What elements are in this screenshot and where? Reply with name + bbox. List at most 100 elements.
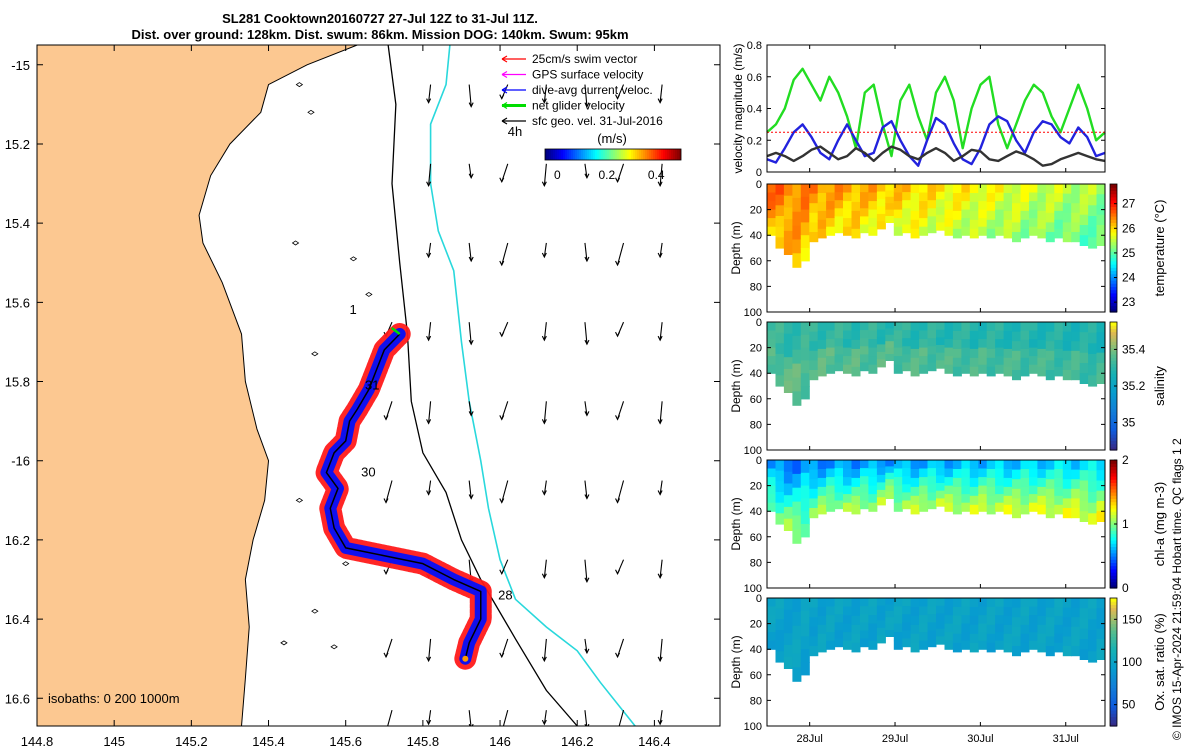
section-colorbar-cell: [1110, 305, 1117, 310]
section-cell: [860, 338, 869, 347]
section-cell: [978, 502, 988, 512]
section-cell: [1029, 218, 1038, 228]
section-cell: [851, 357, 861, 368]
section-cell: [885, 354, 895, 361]
section-cell: [893, 201, 903, 211]
section-colorbar-cell: [1110, 460, 1117, 464]
section-cell: [1045, 460, 1055, 471]
section-cell: [809, 184, 819, 195]
section-cell: [885, 216, 895, 223]
section-cell: [775, 619, 785, 631]
section-cell: [809, 646, 819, 657]
section-cell: [843, 364, 852, 374]
section-cell: [843, 226, 852, 236]
section-cell: [868, 226, 878, 236]
section-cell: [1054, 348, 1064, 359]
section-cell: [783, 333, 793, 346]
section-cell: [1012, 212, 1021, 223]
section-cell: [860, 606, 869, 615]
section-cell: [783, 495, 793, 508]
section-cell: [927, 598, 937, 607]
vector-arrow: [428, 480, 432, 495]
section-cell: [1062, 322, 1072, 333]
section-colorbar-tick-label: 24: [1122, 271, 1136, 285]
section-cell: [809, 222, 819, 233]
section-cell: [775, 481, 785, 493]
section-cell: [885, 203, 895, 211]
section-cell: [1012, 370, 1021, 381]
section-cell: [927, 224, 937, 234]
section-cell: [919, 477, 929, 487]
section-cell: [1096, 511, 1106, 522]
section-cell: [860, 630, 869, 640]
section-cell: [1062, 232, 1072, 243]
section-colorbar-cell: [1110, 334, 1117, 339]
section-cell: [1020, 357, 1030, 368]
section-cell: [1003, 495, 1013, 506]
velocity-background: [767, 45, 1105, 172]
section-cell: [767, 339, 776, 349]
section-cell: [1012, 636, 1021, 647]
section-cell: [910, 322, 920, 332]
section-cell: [919, 598, 929, 608]
section-cell: [1020, 228, 1030, 239]
section-cell: [868, 347, 878, 357]
section-cell: [826, 201, 836, 211]
colorbar-cell: [655, 149, 658, 160]
vector-arrowhead: [657, 98, 663, 104]
colorbar-cell: [667, 149, 670, 160]
section-cell: [834, 638, 844, 648]
section-cell: [1054, 219, 1064, 230]
section-cell: [1012, 498, 1021, 509]
section-colorbar-cell: [1110, 568, 1117, 573]
colorbar-cell: [575, 149, 578, 160]
section-y-tick-label: 60: [750, 394, 762, 406]
section-colorbar-cell: [1110, 267, 1117, 271]
section-cell: [876, 497, 886, 506]
section-cell: [910, 193, 920, 203]
section-colorbar-cell: [1110, 488, 1117, 493]
section-cell: [936, 490, 945, 499]
section-cell: [1037, 486, 1047, 497]
colorbar-cell: [565, 149, 568, 160]
section-colorbar-cell: [1110, 697, 1117, 701]
section-cell: [826, 226, 836, 236]
vector-arrow: [468, 322, 472, 345]
section-cell: [1012, 222, 1021, 233]
section-cell: [792, 391, 802, 406]
section-cell: [792, 598, 802, 613]
section-cell: [1071, 636, 1081, 647]
velocity-y-tick-label: 0.2: [747, 135, 762, 147]
section-cell: [775, 502, 785, 514]
vector-arrow: [387, 710, 393, 726]
section-cell: [868, 201, 878, 211]
section-cell: [783, 207, 793, 220]
section-cell: [783, 656, 793, 669]
section-cell: [767, 364, 776, 374]
legend-label: net glider velocity: [532, 99, 625, 113]
section-cell: [885, 492, 895, 499]
section-cell: [834, 614, 844, 623]
section-cell: [817, 193, 827, 203]
section-cell: [927, 362, 937, 372]
section-cell: [1054, 184, 1064, 194]
section-cell: [792, 653, 802, 668]
section-cell: [817, 624, 827, 635]
map-x-tick-label: 145.8: [407, 734, 440, 749]
section-cell: [783, 633, 793, 646]
section-cell: [969, 228, 979, 239]
section-colorbar-cell: [1110, 219, 1117, 223]
section-cell: [902, 476, 912, 485]
section-cell: [952, 495, 962, 506]
section-cell: [876, 351, 886, 360]
section-cell: [969, 210, 979, 221]
section-cell: [1079, 639, 1089, 650]
section-cell: [986, 607, 996, 617]
section-cell: [927, 606, 937, 615]
section-cell: [876, 627, 886, 636]
section-y-tick-label: 60: [750, 532, 762, 544]
section-cell: [1062, 646, 1072, 657]
section-cell: [1020, 366, 1030, 377]
section-cell: [1096, 460, 1106, 471]
section-cell: [843, 460, 852, 470]
